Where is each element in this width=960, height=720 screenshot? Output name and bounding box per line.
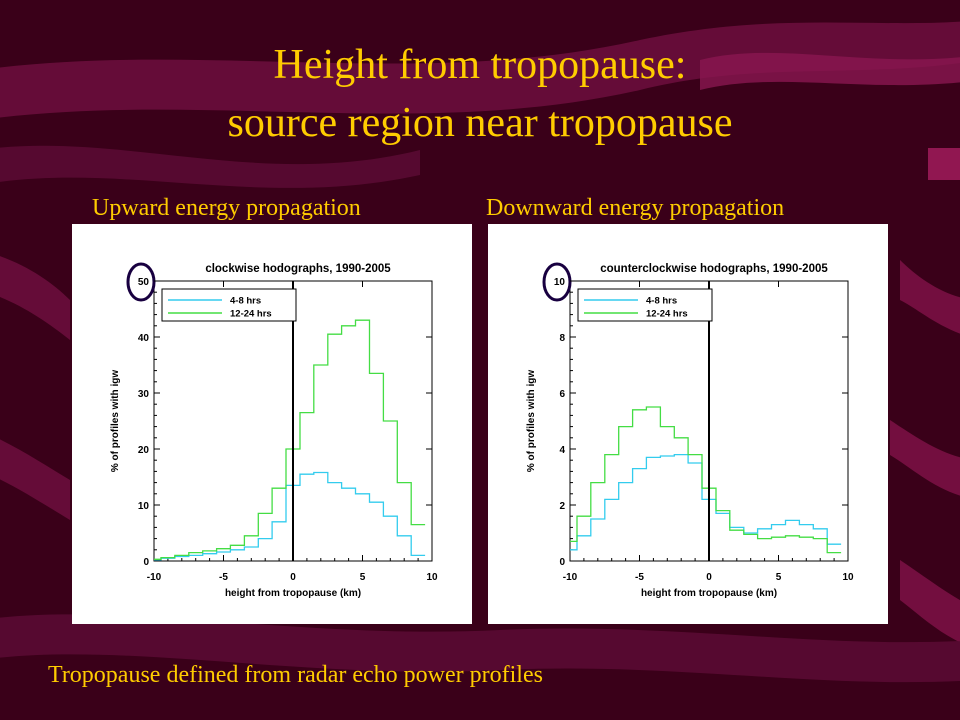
legend-label: 12-24 hrs: [646, 309, 688, 320]
x-tick-label: -5: [635, 572, 644, 583]
y-tick-label: 6: [559, 389, 565, 400]
legend-label: 4-8 hrs: [646, 296, 677, 307]
x-tick-label: -10: [147, 572, 162, 583]
x-tick-label: 10: [426, 572, 438, 583]
y-axis-label: % of profiles with igw: [110, 370, 121, 472]
x-tick-label: -5: [219, 572, 228, 583]
series-line-long: [570, 406, 842, 554]
y-tick-label: 2: [559, 501, 565, 512]
legend-box: [161, 288, 297, 322]
legend-box: [577, 288, 713, 322]
y-tick-label: 8: [559, 333, 565, 344]
left-subtitle: Upward energy propagation: [92, 195, 361, 221]
y-tick-label: 0: [143, 557, 149, 568]
legend-label: 4-8 hrs: [230, 296, 261, 307]
y-axis-label: % of profiles with igw: [526, 370, 537, 472]
y-tick-label: 50: [138, 277, 150, 288]
slide-title-line2: source region near tropopause: [227, 100, 733, 146]
legend-label: 12-24 hrs: [230, 309, 272, 320]
highlight-circle: [126, 262, 156, 302]
chart-title: clockwise hodographs, 1990-2005: [205, 263, 391, 275]
y-tick-label: 20: [138, 445, 150, 456]
y-tick-label: 30: [138, 389, 150, 400]
chart-panel-clockwise: clockwise hodographs, 1990-2005 -10 -5 0 5 10…: [72, 224, 472, 624]
highlight-circle: [542, 262, 572, 302]
series-line-short: [154, 471, 426, 561]
x-tick-label: -10: [563, 572, 578, 583]
y-tick-label: 4: [559, 445, 565, 456]
x-tick-label: 0: [706, 572, 712, 583]
y-tick-label: 40: [138, 333, 150, 344]
x-tick-label: 10: [842, 572, 854, 583]
chart-counterclockwise: counterclockwise hodographs, 1990-2005 -1…: [526, 262, 854, 599]
footer-note: Tropopause defined from radar echo power…: [48, 662, 543, 688]
chart-title: counterclockwise hodographs, 1990-2005: [600, 263, 828, 275]
chart-clockwise: clockwise hodographs, 1990-2005 -10 -5 0 5 10…: [110, 262, 438, 599]
slide-title-line1: Height from tropopause:: [273, 42, 687, 88]
x-axis-label: height from tropopause (km): [641, 588, 777, 599]
right-subtitle: Downward energy propagation: [486, 195, 785, 221]
x-tick-label: 5: [776, 572, 782, 583]
y-tick-label: 0: [559, 557, 565, 568]
chart-panel-counterclockwise: counterclockwise hodographs, 1990-2005 -1…: [488, 224, 888, 624]
x-tick-label: 0: [290, 572, 296, 583]
y-tick-label: 10: [554, 277, 566, 288]
x-tick-label: 5: [360, 572, 366, 583]
series-line-long: [154, 319, 426, 560]
x-axis-label: height from tropopause (km): [225, 588, 361, 599]
y-tick-label: 10: [138, 501, 150, 512]
